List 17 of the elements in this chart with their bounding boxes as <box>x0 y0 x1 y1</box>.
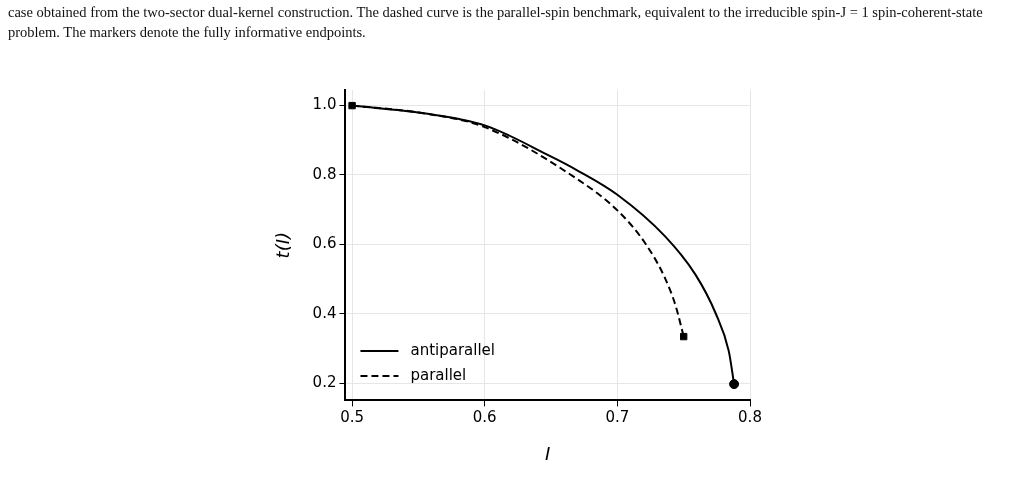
point <box>348 101 356 110</box>
x-tick-label: 0.8 <box>738 408 762 427</box>
y-tick-label: 0.8 <box>312 164 337 183</box>
x-tick-label: 0.7 <box>605 408 630 427</box>
legend-label: parallel <box>410 365 467 384</box>
legend-label: antiparallel <box>410 340 496 359</box>
y-tick-label: 0.6 <box>312 234 337 253</box>
x-tick-label: 0.6 <box>472 408 497 427</box>
y-tick-label: 0.4 <box>312 303 337 322</box>
point <box>729 379 740 390</box>
y-tick-label: 0.2 <box>312 372 337 391</box>
y-tick-label: 1.0 <box>312 95 337 114</box>
text: case obtained from the two-sector dual-kernel construction. The dashed curve is the parallel-spin benchmark, equivalent to the irreducible spin-J = 1 spin-coherent-state problem. The markers denote the fully informative endpoints. <box>8 3 984 42</box>
y-axis-title: t(I) <box>272 231 294 259</box>
x-tick-label: 0.5 <box>340 408 365 427</box>
point <box>680 332 688 341</box>
x-axis-title: I <box>545 442 551 464</box>
